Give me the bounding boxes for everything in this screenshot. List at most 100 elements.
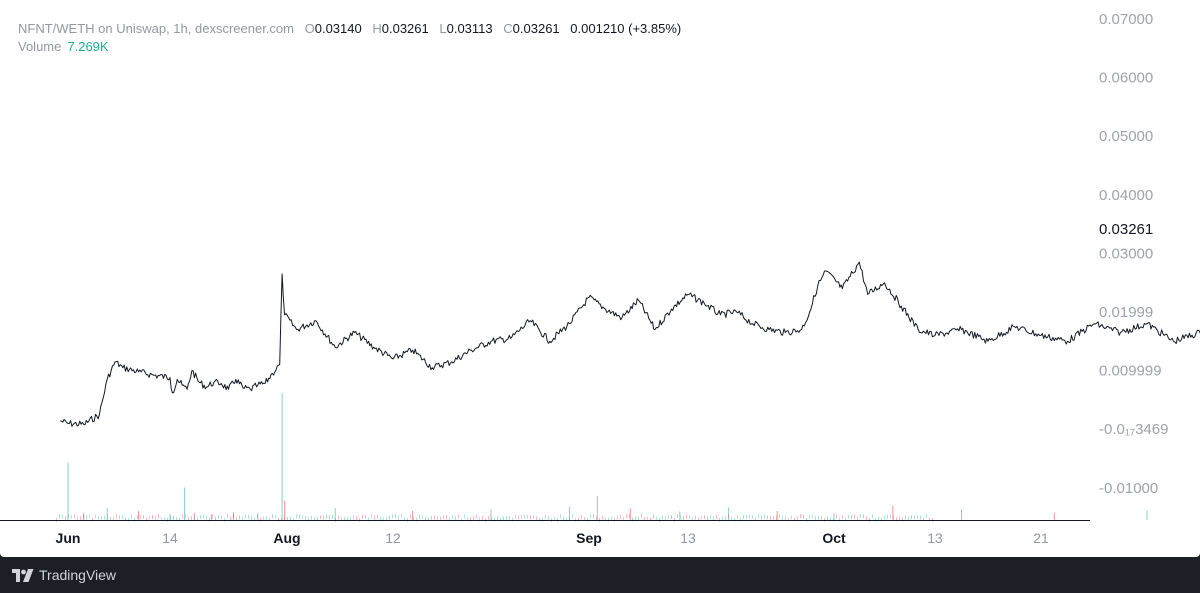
volume-bar — [281, 517, 282, 522]
volume-bar — [101, 515, 102, 520]
volume-bar — [182, 514, 183, 519]
volume-bar — [401, 514, 402, 519]
volume-bar — [749, 514, 750, 519]
volume-bar — [836, 514, 837, 519]
volume-bar — [89, 514, 90, 519]
volume-bar — [833, 517, 834, 522]
volume-bar — [578, 517, 579, 522]
volume-bar — [707, 516, 708, 521]
volume-bar — [287, 517, 288, 521]
volume-bar — [683, 515, 684, 520]
volume-bar — [686, 514, 687, 519]
volume-bar — [1053, 512, 1055, 520]
volume-bar — [377, 515, 378, 519]
volume-bar — [233, 514, 234, 519]
price-chart[interactable]: 0.07000 0.06000 0.05000 0.04000 0.03000 0.019… — [0, 0, 1200, 557]
price-tick-label: 0.01999 — [1099, 304, 1153, 321]
volume-bar — [434, 515, 435, 520]
volume-bar — [755, 516, 756, 521]
volume-bar — [752, 514, 753, 519]
volume-bar — [536, 516, 537, 521]
volume-value: 7.269K — [67, 39, 109, 54]
volume-bar — [653, 514, 654, 519]
volume-bar — [515, 514, 516, 519]
volume-bar — [728, 507, 730, 520]
volume-bar — [464, 514, 465, 519]
chart-panel[interactable]: 0.07000 0.06000 0.05000 0.04000 0.03000 0.019… — [0, 0, 1200, 557]
volume-bar — [176, 517, 177, 521]
volume-bar — [410, 514, 411, 519]
symbol-description[interactable]: NFNT/WETH on Uniswap, 1h, dexscreener.co… — [18, 21, 294, 36]
volume-bar — [386, 517, 387, 521]
volume-bar — [419, 514, 420, 519]
tradingview-logo-icon[interactable] — [12, 568, 34, 582]
price-axis[interactable]: 0.07000 0.06000 0.05000 0.04000 0.03000 0.019… — [1099, 11, 1168, 497]
volume-bar — [488, 516, 489, 520]
volume-bar — [86, 515, 87, 520]
volume-bar — [626, 514, 627, 519]
volume-bar — [932, 517, 933, 522]
volume-bar — [482, 516, 483, 521]
volume-bar — [851, 515, 852, 520]
volume-bar — [296, 514, 297, 519]
volume-bar — [497, 516, 498, 520]
volume-bar — [848, 514, 849, 519]
volume-bar — [227, 514, 228, 518]
time-tick-label: Aug — [273, 530, 300, 546]
volume-bar — [131, 514, 132, 519]
volume-bar — [215, 516, 216, 521]
volume-bar — [911, 515, 912, 520]
volume-bar — [704, 515, 705, 520]
volume-bar — [350, 517, 351, 522]
volume-bar — [210, 514, 212, 520]
volume-bar — [587, 517, 588, 522]
volume-bar — [245, 514, 246, 519]
price-tick-label: 0.06000 — [1099, 70, 1153, 87]
volume-bar — [365, 514, 366, 519]
volume-bar — [512, 517, 513, 522]
time-tick-label: Sep — [576, 530, 602, 546]
volume-bar — [857, 516, 858, 521]
volume-bar — [260, 517, 261, 522]
volume-bar — [620, 515, 621, 520]
volume-bar — [608, 517, 609, 522]
volume-bar — [668, 514, 669, 519]
volume-bar — [179, 517, 180, 522]
volume-bar — [692, 516, 693, 521]
volume-bar — [470, 517, 471, 522]
volume-bar — [596, 496, 598, 520]
volume-bar — [503, 516, 504, 521]
volume-bar — [449, 516, 450, 521]
volume-bar — [713, 516, 714, 520]
tradingview-brand[interactable]: TradingView — [39, 567, 117, 583]
volume-bar — [236, 516, 237, 521]
volume-bar — [494, 517, 495, 522]
volume-label[interactable]: Volume — [18, 39, 62, 54]
volume-bar — [119, 515, 120, 520]
volume-bar — [320, 515, 321, 520]
volume-bar — [71, 514, 72, 519]
high-label: H — [372, 21, 382, 36]
volume-bar — [452, 515, 453, 520]
volume-bar — [80, 516, 81, 521]
volume-bar — [290, 516, 291, 521]
volume-bar — [257, 514, 258, 519]
volume-bar — [188, 516, 189, 521]
volume-bar — [107, 514, 108, 519]
volume-bar — [263, 516, 264, 521]
volume-bar — [815, 516, 816, 520]
volume-bar — [284, 500, 286, 520]
time-axis[interactable]: Jun 14 Aug 12 Sep 13 Oct 13 21 — [56, 530, 1049, 546]
price-tick-label: 0.05000 — [1099, 128, 1153, 145]
volume-bar — [359, 517, 360, 522]
volume-bar — [161, 517, 162, 522]
volume-bar — [671, 515, 672, 519]
volume-bar — [779, 514, 780, 519]
volume-bar — [638, 516, 639, 521]
volume-bar — [272, 514, 273, 519]
volume-bar — [143, 514, 144, 519]
volume-bar — [644, 517, 645, 521]
volume-bar — [539, 517, 540, 522]
volume-bar — [677, 514, 678, 518]
volume-bar — [596, 516, 597, 521]
